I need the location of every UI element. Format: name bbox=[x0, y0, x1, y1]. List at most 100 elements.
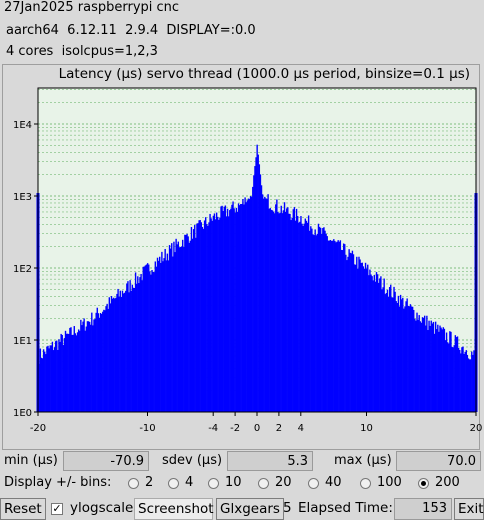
histogram-bin bbox=[311, 228, 313, 412]
glxgears-button[interactable]: Glxgears bbox=[216, 498, 284, 520]
bins-option-100[interactable]: 100 bbox=[360, 472, 402, 494]
histogram-bin bbox=[374, 281, 377, 412]
histogram-bin bbox=[426, 315, 428, 412]
histogram-bin bbox=[329, 239, 332, 412]
histogram-bin bbox=[267, 194, 269, 412]
histogram-bin bbox=[47, 345, 49, 412]
histogram-bin bbox=[185, 234, 187, 412]
histogram-bin bbox=[291, 217, 293, 412]
x-tick-label: -20 bbox=[30, 423, 46, 434]
histogram-bin bbox=[451, 346, 453, 412]
histogram-bin bbox=[77, 329, 80, 412]
histogram-bin bbox=[241, 203, 243, 412]
ylogscale-checkbox[interactable]: ✓ bbox=[51, 502, 63, 515]
histogram-bin bbox=[187, 236, 189, 412]
histogram-bin bbox=[150, 274, 152, 412]
histogram-bin bbox=[362, 266, 365, 412]
histogram-bin bbox=[289, 213, 291, 412]
histogram-bin bbox=[213, 213, 216, 412]
histogram-bin bbox=[296, 216, 299, 412]
histogram-bin bbox=[82, 321, 84, 412]
histogram-bin bbox=[145, 264, 148, 412]
histogram-bin bbox=[136, 283, 138, 412]
histogram-bin bbox=[115, 297, 117, 412]
histogram-bin bbox=[131, 284, 134, 412]
histogram-bin bbox=[121, 290, 124, 412]
histogram-bin bbox=[460, 353, 462, 412]
histogram-bin bbox=[434, 321, 437, 412]
histogram-bin bbox=[292, 209, 294, 412]
bins-option-2[interactable]: 2 bbox=[128, 472, 153, 494]
histogram-bin bbox=[110, 296, 113, 412]
ylogscale-label[interactable]: ylogscale bbox=[70, 500, 134, 516]
histogram-bin bbox=[405, 301, 407, 412]
histogram-bin bbox=[472, 354, 474, 412]
histogram-bin bbox=[171, 243, 173, 412]
histogram-bin bbox=[83, 318, 85, 412]
histogram-bin bbox=[469, 359, 472, 412]
histogram-bin bbox=[464, 351, 466, 412]
histogram-bin bbox=[301, 223, 303, 412]
histogram-bin bbox=[323, 227, 325, 412]
bins-option-200[interactable]: 200 bbox=[418, 472, 460, 494]
histogram-bin bbox=[219, 217, 221, 412]
histogram-bin bbox=[63, 338, 66, 412]
histogram-bin bbox=[87, 321, 90, 412]
histogram-bin bbox=[282, 210, 285, 412]
histogram-bin bbox=[52, 350, 55, 412]
histogram-bin bbox=[462, 346, 464, 412]
plot-frame bbox=[2, 64, 480, 450]
histogram-bin bbox=[255, 157, 257, 412]
histogram-bin bbox=[212, 215, 215, 412]
bins-option-10[interactable]: 10 bbox=[208, 472, 242, 494]
histogram-bin bbox=[278, 213, 280, 412]
histogram-bin bbox=[128, 292, 130, 412]
histogram-bin bbox=[247, 198, 250, 412]
histogram-bin bbox=[377, 282, 380, 412]
histogram-bin bbox=[203, 220, 206, 412]
histogram-bin bbox=[342, 243, 345, 412]
histogram-bin bbox=[468, 359, 471, 412]
histogram-bin bbox=[306, 222, 309, 412]
exit-button[interactable]: Exit bbox=[454, 498, 484, 520]
histogram-bin bbox=[276, 199, 278, 412]
histogram-bin bbox=[94, 318, 96, 412]
histogram-bin bbox=[192, 229, 195, 412]
histogram-bin bbox=[337, 240, 339, 412]
histogram-bin bbox=[208, 222, 210, 412]
histogram-bin bbox=[287, 207, 289, 412]
bins-option-40[interactable]: 40 bbox=[308, 472, 342, 494]
histogram-bin bbox=[307, 215, 310, 412]
histogram-bin bbox=[465, 350, 467, 412]
histogram-bin bbox=[279, 212, 281, 412]
histogram-bin bbox=[433, 333, 436, 412]
histogram-bin bbox=[392, 297, 394, 412]
histogram-bin bbox=[373, 275, 376, 412]
histogram-bin bbox=[268, 208, 270, 412]
histogram-bin bbox=[211, 220, 213, 412]
histogram-bin bbox=[365, 268, 368, 412]
histogram-bin bbox=[152, 271, 154, 412]
bins-option-20[interactable]: 20 bbox=[258, 472, 292, 494]
histogram-bin bbox=[114, 298, 116, 412]
histogram-bin bbox=[425, 325, 427, 412]
x-tick-label: -4 bbox=[208, 423, 218, 434]
histogram-bin bbox=[92, 325, 94, 412]
histogram-bin bbox=[263, 198, 265, 412]
histogram-bin bbox=[347, 256, 349, 412]
bins-option-4[interactable]: 4 bbox=[168, 472, 193, 494]
reset-button[interactable]: Reset bbox=[0, 498, 46, 520]
histogram-bin bbox=[56, 340, 58, 412]
histogram-bin bbox=[335, 242, 337, 412]
histogram-bin bbox=[356, 256, 358, 412]
screenshot-button[interactable]: Screenshot bbox=[134, 498, 214, 520]
histogram-bin bbox=[214, 219, 217, 412]
histogram-bin bbox=[142, 266, 144, 412]
histogram-bin bbox=[269, 208, 271, 412]
histogram-bin bbox=[410, 306, 413, 412]
histogram-bin bbox=[461, 347, 463, 412]
histogram-bin bbox=[471, 351, 473, 412]
histogram-bin bbox=[427, 330, 429, 412]
histogram-bin bbox=[397, 295, 400, 412]
histogram-bin bbox=[161, 251, 163, 412]
